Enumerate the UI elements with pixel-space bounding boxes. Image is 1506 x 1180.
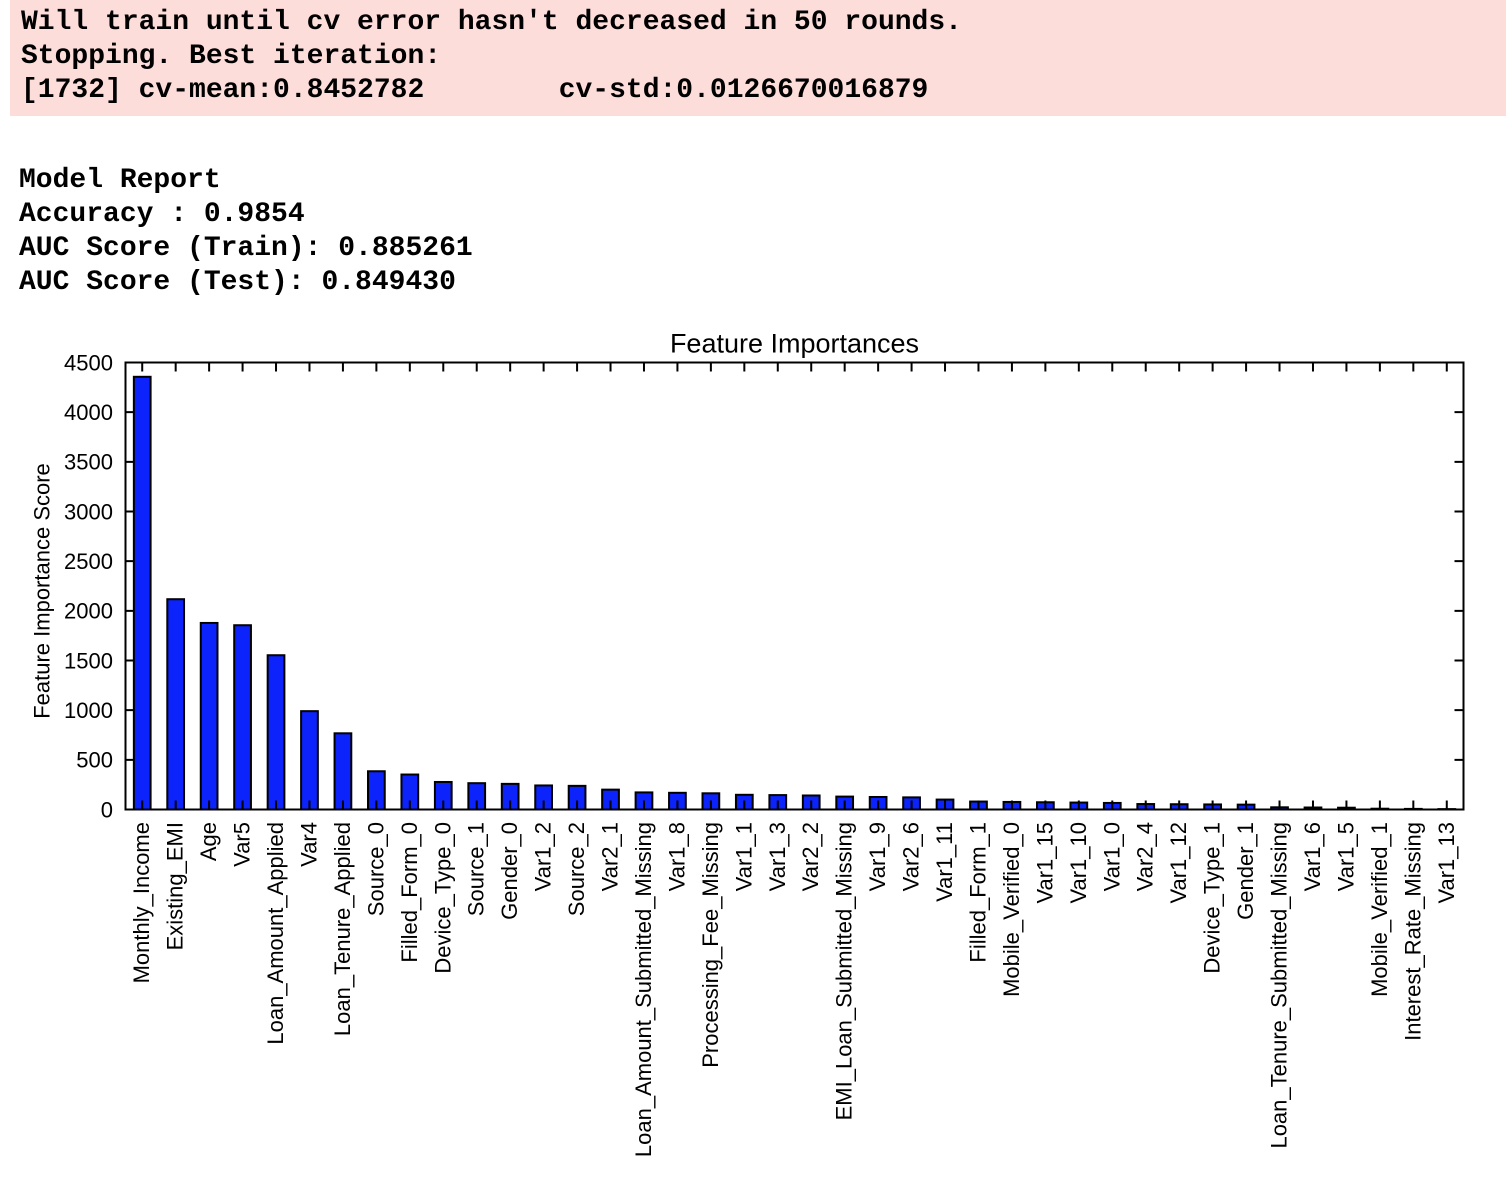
svg-text:0: 0 — [101, 797, 113, 822]
svg-text:Var2_4: Var2_4 — [1133, 822, 1158, 891]
svg-text:Var1_8: Var1_8 — [664, 822, 689, 891]
svg-text:Existing_EMI: Existing_EMI — [163, 822, 188, 950]
svg-text:Var1_15: Var1_15 — [1032, 822, 1057, 904]
svg-text:3000: 3000 — [64, 499, 113, 524]
svg-text:Loan_Tenure_Submitted_Missing: Loan_Tenure_Submitted_Missing — [1267, 822, 1292, 1149]
svg-text:Var1_10: Var1_10 — [1066, 822, 1091, 904]
svg-text:Device_Type_1: Device_Type_1 — [1200, 822, 1225, 974]
svg-text:Loan_Tenure_Applied: Loan_Tenure_Applied — [330, 822, 355, 1036]
svg-text:4000: 4000 — [64, 400, 113, 425]
svg-text:Var1_6: Var1_6 — [1300, 822, 1325, 891]
svg-text:Var5: Var5 — [230, 822, 255, 867]
svg-text:1000: 1000 — [64, 698, 113, 723]
svg-text:Feature Importances: Feature Importances — [670, 329, 919, 359]
svg-text:Loan_Amount_Applied: Loan_Amount_Applied — [263, 822, 288, 1045]
svg-text:500: 500 — [76, 748, 113, 773]
svg-text:4500: 4500 — [64, 350, 113, 375]
svg-text:Var1_3: Var1_3 — [765, 822, 790, 891]
svg-text:Mobile_Verified_0: Mobile_Verified_0 — [999, 822, 1024, 997]
svg-text:Var2_6: Var2_6 — [899, 822, 924, 891]
svg-text:Source_1: Source_1 — [464, 822, 489, 916]
svg-text:3500: 3500 — [64, 450, 113, 475]
svg-text:Age: Age — [196, 822, 221, 861]
svg-text:Var1_9: Var1_9 — [865, 822, 890, 891]
svg-text:Var2_2: Var2_2 — [798, 822, 823, 891]
svg-text:Source_2: Source_2 — [564, 822, 589, 916]
svg-text:Source_0: Source_0 — [363, 822, 388, 916]
svg-text:Filled_Form_0: Filled_Form_0 — [397, 822, 422, 963]
svg-text:Var1_13: Var1_13 — [1434, 822, 1459, 904]
svg-text:Var1_2: Var1_2 — [531, 822, 556, 891]
svg-text:2000: 2000 — [64, 599, 113, 624]
svg-text:Interest_Rate_Missing: Interest_Rate_Missing — [1400, 822, 1425, 1041]
svg-text:Var2_1: Var2_1 — [598, 822, 623, 891]
svg-text:Var1_11: Var1_11 — [932, 822, 957, 902]
svg-text:Var1_0: Var1_0 — [1099, 822, 1124, 891]
svg-text:Feature Importance Score: Feature Importance Score — [30, 463, 55, 719]
svg-text:Var1_5: Var1_5 — [1333, 822, 1358, 891]
svg-text:Filled_Form_1: Filled_Form_1 — [965, 822, 990, 963]
svg-text:Processing_Fee_Missing: Processing_Fee_Missing — [698, 822, 723, 1068]
svg-text:Gender_1: Gender_1 — [1233, 822, 1258, 920]
svg-text:Loan_Amount_Submitted_Missing: Loan_Amount_Submitted_Missing — [631, 822, 656, 1157]
svg-text:Var4: Var4 — [296, 822, 321, 867]
svg-text:Var1_12: Var1_12 — [1166, 822, 1191, 904]
svg-text:Gender_0: Gender_0 — [497, 822, 522, 920]
svg-text:1500: 1500 — [64, 648, 113, 673]
svg-text:EMI_Loan_Submitted_Missing: EMI_Loan_Submitted_Missing — [832, 822, 857, 1120]
svg-text:Var1_1: Var1_1 — [731, 822, 756, 891]
svg-text:Monthly_Income: Monthly_Income — [129, 822, 154, 983]
svg-text:Device_Type_0: Device_Type_0 — [430, 822, 455, 974]
svg-text:2500: 2500 — [64, 549, 113, 574]
svg-text:Mobile_Verified_1: Mobile_Verified_1 — [1367, 822, 1392, 997]
